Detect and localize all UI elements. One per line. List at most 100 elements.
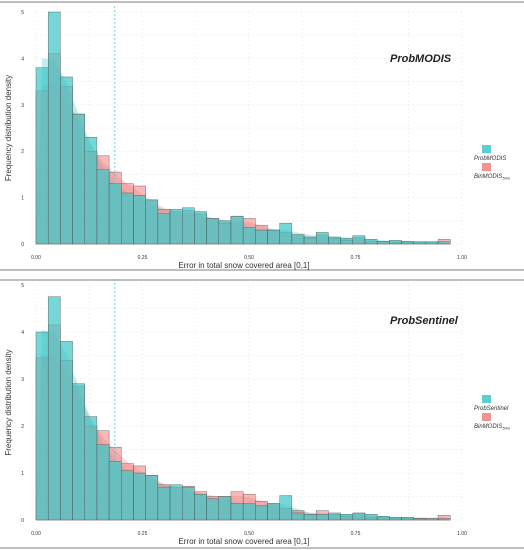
x-tick-label: 1.00 [457,531,467,537]
y-tick-label: 3 [21,377,24,383]
bar-series-1 [352,235,366,245]
bar-series-1 [182,207,195,245]
bar-series-1 [376,516,390,521]
y-tick-label: 3 [21,103,24,109]
legend-label: ProbMODIS [474,156,506,162]
legend-label-name: ProbSentinel [474,406,509,412]
chart-title: ProbMODIS [390,53,452,65]
legend-label-subscript: 50m [502,426,510,431]
bar-series-1 [218,220,232,245]
y-tick-label: 4 [21,330,24,336]
legend-label-subscript: 50m [502,176,510,181]
bar-series-1 [376,241,390,245]
bar-series-1 [242,503,256,521]
bar-series-1 [133,472,146,521]
bar-series-1 [230,503,244,521]
bar-series-1 [303,236,317,245]
bar-series-1 [145,475,159,521]
bar-series-1 [413,241,427,245]
bar-series-1 [267,229,280,245]
x-tick-label: 0.00 [31,255,41,261]
bar-series-1 [121,192,134,245]
bar-series-1 [401,516,414,521]
bar-series-1 [72,383,85,521]
bar-series-1 [389,240,402,245]
y-tick-label: 5 [21,10,24,16]
bar-series-1 [84,137,98,245]
x-tick-label: 1.00 [457,255,467,261]
bar-series-1 [47,296,61,521]
y-tick-label: 2 [21,149,24,155]
bar-series-1 [35,67,49,245]
bar-series-1 [218,496,232,521]
bar-series-1 [340,238,353,245]
bar-series-1 [35,331,49,521]
bar-series-1 [401,241,414,245]
bar-series-1 [145,199,159,245]
bar-series-1 [255,505,268,521]
bar-series-1 [303,514,317,521]
bar-series-1 [340,514,353,521]
bar-series-1 [206,218,219,245]
chart-title: ProbSentinel [390,315,459,327]
bar-series-1 [121,470,134,521]
bar-series-1 [60,76,73,245]
y-tick-label: 1 [21,196,24,202]
legend-label-name: BinMODIS [474,424,502,430]
y-tick-label: 0 [21,518,24,524]
y-tick-label: 4 [21,56,24,62]
bar-series-1 [267,503,280,521]
bar-series-1 [169,484,183,521]
legend-swatch [482,413,491,421]
legend-label-name: ProbMODIS [474,156,506,162]
legend-label: BinMODIS50m [474,174,511,181]
bar-series-1 [291,234,305,245]
bar-series-1 [413,518,427,521]
bar-series-1 [328,512,341,521]
bar-series-1 [60,341,73,521]
bar-series-1 [157,213,171,245]
bar-series-1 [96,444,110,521]
bar-series-1 [133,195,146,245]
legend-label-name: BinMODIS [474,174,502,180]
bar-series-1 [389,516,402,521]
legend-swatch [482,395,491,403]
legend-swatch [482,145,491,153]
y-tick-label: 5 [21,283,24,289]
bar-series-1 [279,495,293,521]
bar-series-1 [84,416,98,521]
legend: ProbSentinel BinMODIS50m [474,395,511,431]
y-tick-label: 0 [21,242,24,248]
legend: ProbMODIS BinMODIS50m [474,145,511,181]
bar-series-1 [316,514,329,521]
bar-series-1 [182,486,195,521]
x-tick-label: 0.25 [138,255,148,261]
legend-label: BinMODIS50m [474,424,511,431]
y-axis-label: Frequency distribution density [4,75,13,181]
bar-series-1 [169,208,183,245]
x-tick-label: 0.25 [138,531,148,537]
bar-series-1 [437,518,451,521]
bar-series-1 [72,113,85,245]
bar-series-1 [328,236,341,245]
chart-panel-1: 0 1 2 3 4 5 0.00 0.25 0.50 0.75 1.00 Error in total… [0,1,524,271]
bar-series-1 [242,227,256,245]
x-tick-label: 0.00 [31,531,41,537]
y-axis-label: Frequency distribution density [4,349,13,455]
bar-series-1 [230,215,244,245]
x-tick-label: 0.75 [351,255,361,261]
bar-series-1 [437,241,451,245]
bar-series-1 [425,518,439,521]
bar-series-1 [255,229,268,245]
legend-swatch [482,163,491,171]
bar-series-1 [291,512,305,521]
legend-label: ProbSentinel [474,406,509,412]
bar-series-1 [425,241,439,245]
chart-panel-2: 0 1 2 3 4 5 0.00 0.25 0.50 0.75 1.00 Error in total… [0,279,524,549]
y-tick-label: 2 [21,424,24,430]
bar-series-1 [47,11,61,245]
bar-series-1 [96,169,110,245]
bar-series-1 [194,211,207,245]
